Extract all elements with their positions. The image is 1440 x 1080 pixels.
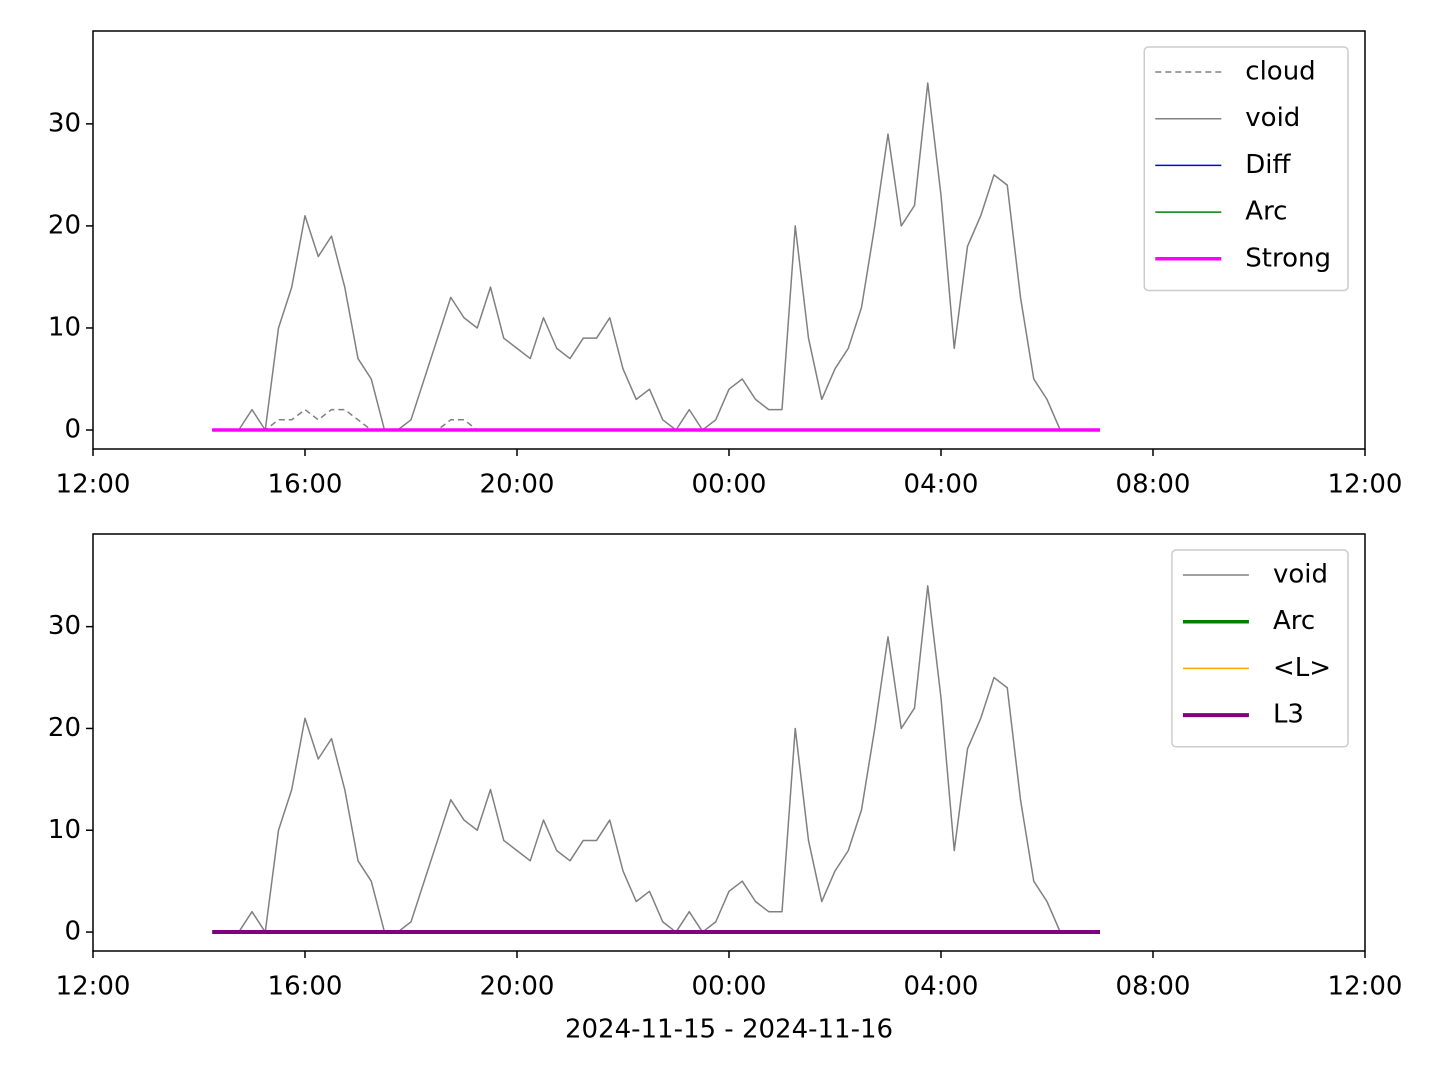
y-tick-label: 20 [48, 713, 81, 743]
legend-label: Strong [1245, 243, 1331, 273]
legend-box [1143, 46, 1349, 292]
legend: void Arc <L> L3 [1171, 549, 1349, 748]
y-tick-label: 0 [64, 917, 81, 947]
legend: cloud void Diff Arc Strong [1143, 46, 1349, 292]
x-axis-label: 2024-11-15 - 2024-11-16 [565, 1015, 893, 1045]
x-tick-label: 16:00 [268, 972, 343, 1002]
x-tick-label: 00:00 [692, 470, 767, 500]
series-line [212, 408, 1061, 431]
x-tick-label: 00:00 [692, 972, 767, 1002]
x-tick-label: 12:00 [56, 470, 131, 500]
axes: 0 10 20 30 12:00 16:00 20:00 00:00 04:00 08:00 12:… [48, 533, 1403, 1045]
axes: 0 10 20 30 12:00 16:00 20:00 00:00 04:00 08:00 12:… [48, 30, 1403, 500]
lines [212, 82, 1100, 432]
x-tick-label: 12:00 [1328, 972, 1403, 1002]
y-tick-label: 30 [48, 108, 81, 138]
legend-label: Arc [1245, 197, 1287, 227]
y-tick-label: 10 [48, 312, 81, 342]
y-tick-label: 10 [48, 815, 81, 845]
x-tick-label: 12:00 [1328, 470, 1403, 500]
x-tick-label: 20:00 [480, 470, 555, 500]
legend-box [1171, 549, 1349, 748]
legend-label: Diff [1245, 150, 1291, 180]
series-line [212, 82, 1061, 431]
legend-label: void [1273, 560, 1328, 590]
x-tick-label: 08:00 [1116, 972, 1191, 1002]
x-tick-label: 20:00 [480, 972, 555, 1002]
legend-label: cloud [1245, 57, 1315, 87]
lines [212, 585, 1100, 935]
axes-frame [92, 533, 1366, 952]
x-tick-label: 12:00 [56, 972, 131, 1002]
x-tick-label: 04:00 [904, 972, 979, 1002]
legend-label: <L> [1273, 653, 1331, 683]
x-tick-label: 04:00 [904, 470, 979, 500]
y-tick-label: 0 [64, 415, 81, 445]
legend-label: Arc [1273, 606, 1315, 636]
y-tick-label: 20 [48, 210, 81, 240]
x-tick-label: 16:00 [268, 470, 343, 500]
legend-label: void [1245, 103, 1300, 133]
y-tick-label: 30 [48, 611, 81, 641]
series-line [212, 585, 1061, 933]
x-tick-label: 08:00 [1116, 470, 1191, 500]
legend-label: L3 [1273, 700, 1304, 730]
axes-frame [92, 30, 1366, 450]
